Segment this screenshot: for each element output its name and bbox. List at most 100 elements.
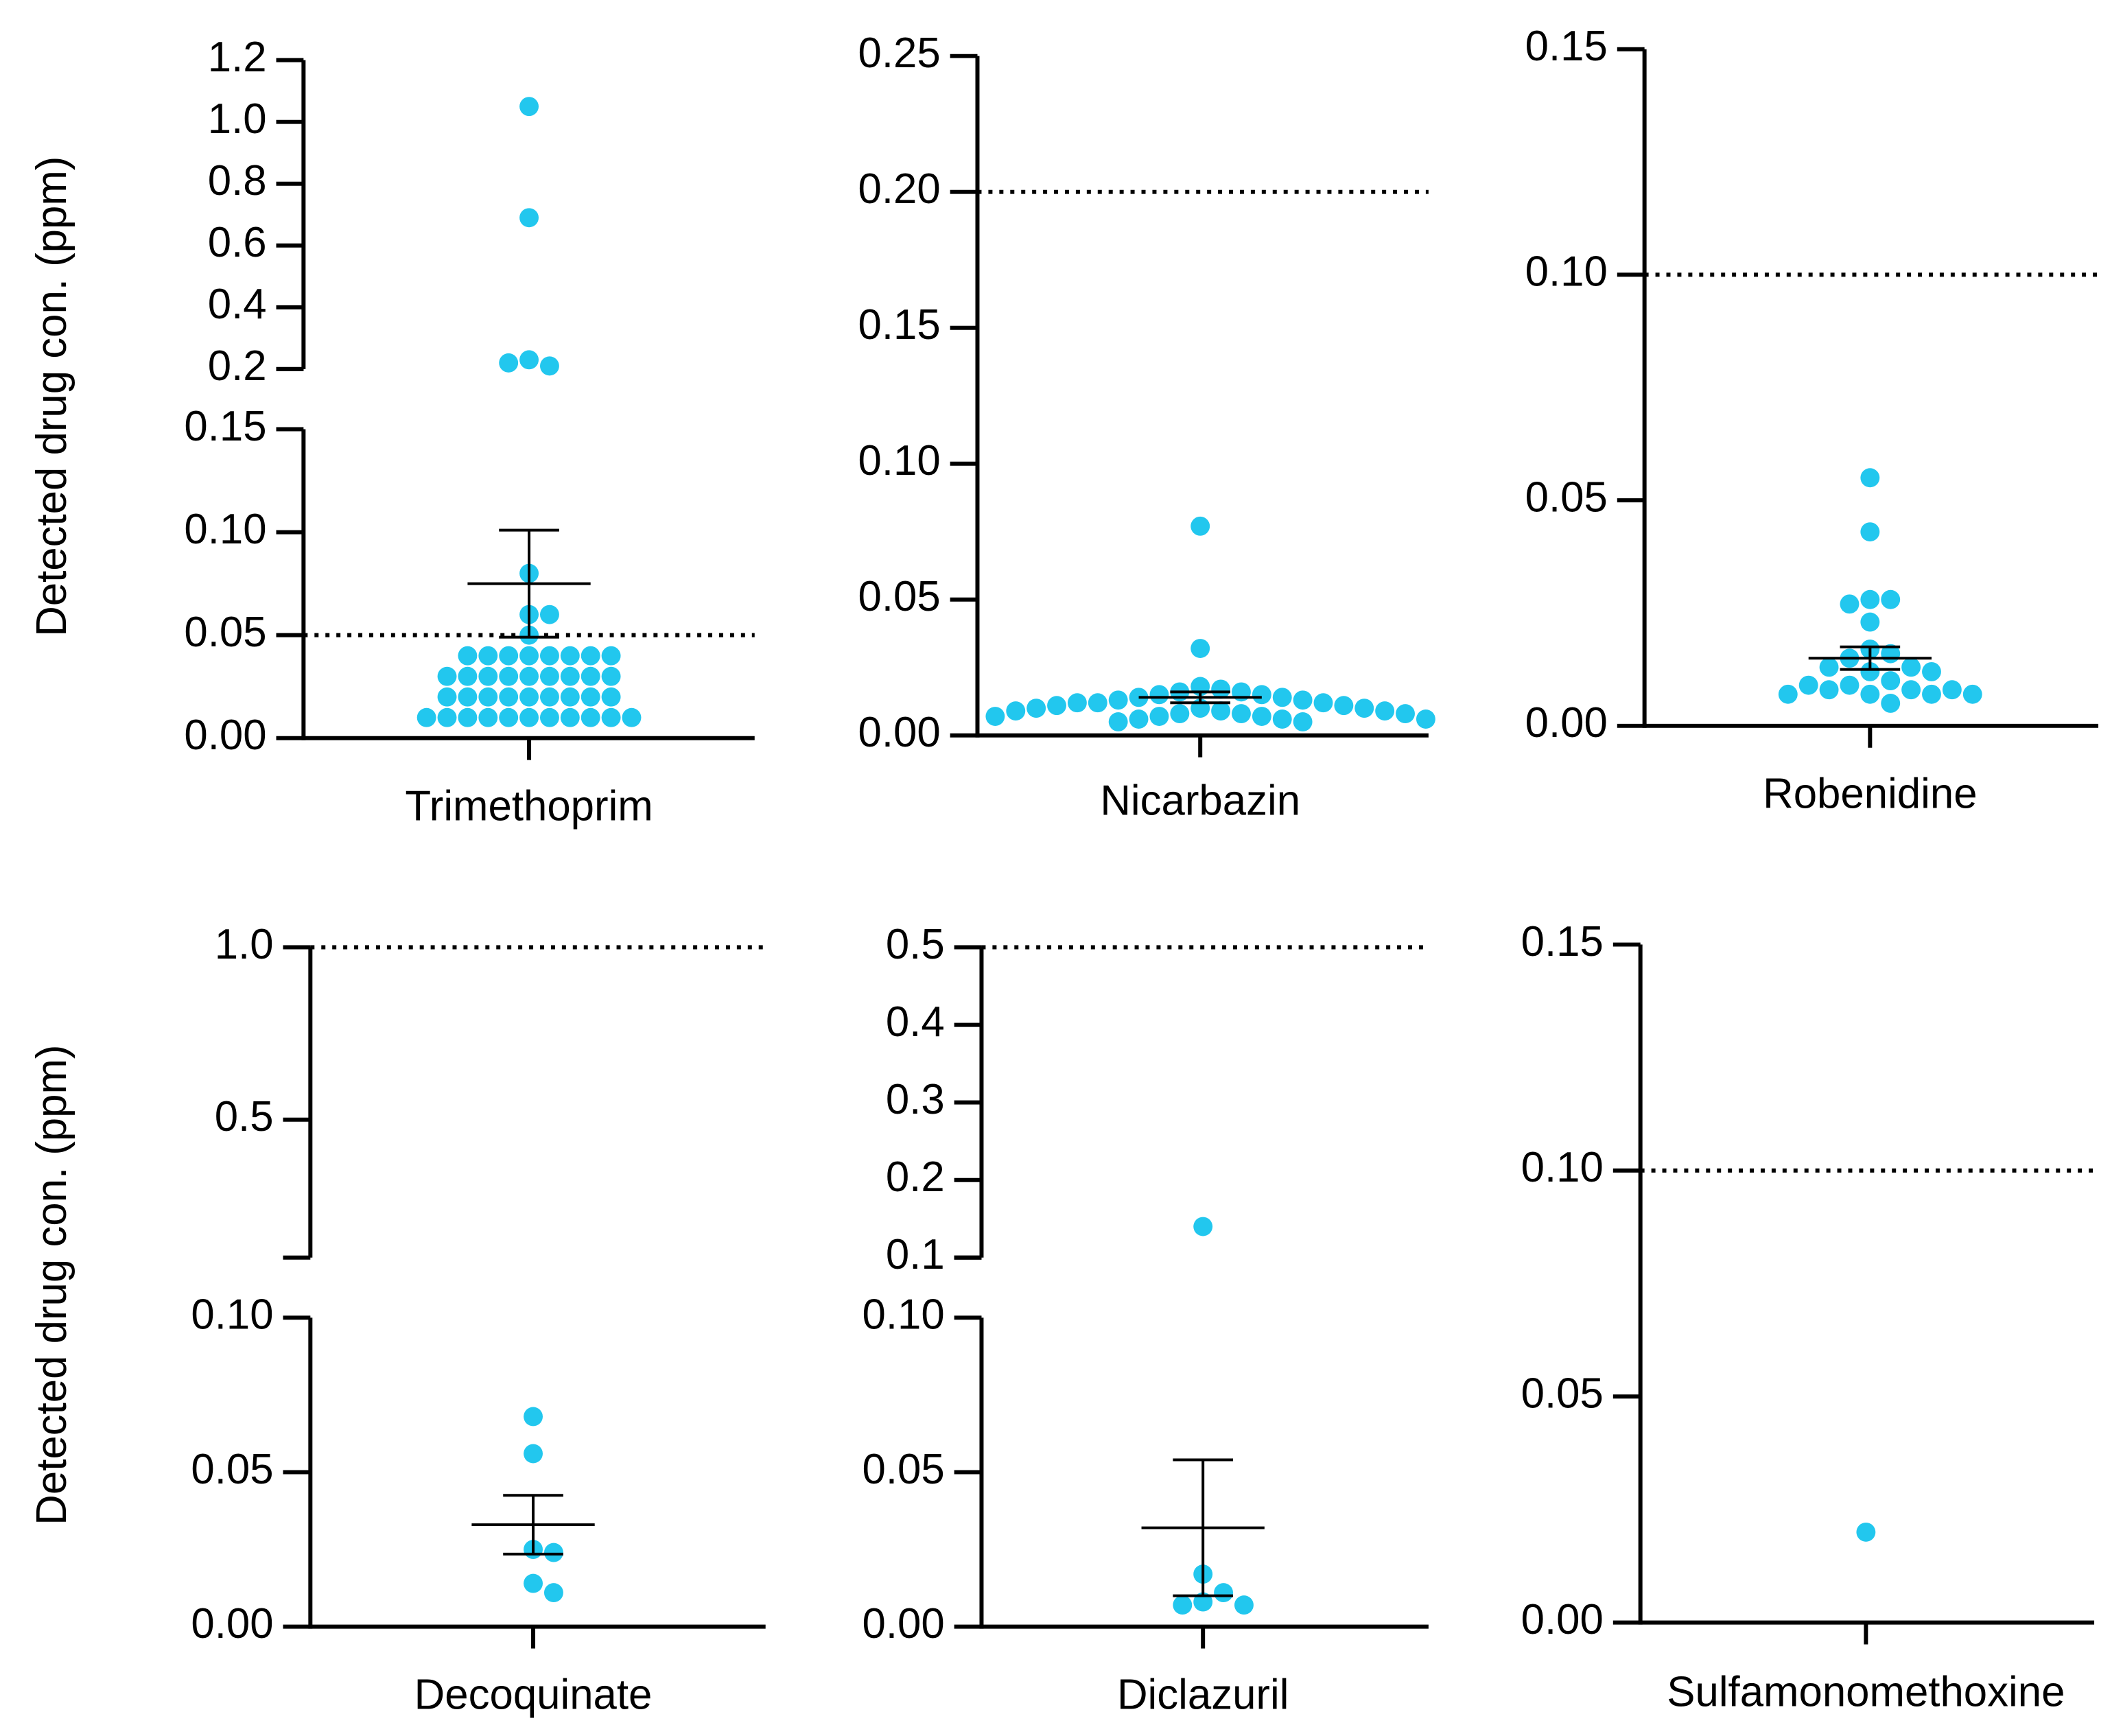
y-tick-label: 0.8 (208, 157, 267, 204)
data-point (1067, 693, 1087, 713)
data-point (437, 687, 457, 707)
data-point (499, 666, 519, 686)
y-tick-label: 0.10 (1525, 248, 1608, 296)
category-label: Decoquinate (414, 1672, 653, 1719)
y-tick-label: 0.6 (208, 219, 267, 266)
data-point (601, 666, 621, 686)
data-point (417, 707, 436, 727)
data-point (499, 353, 519, 373)
data-point (601, 707, 621, 727)
y-axis-title: Detected drug con. (ppm) (28, 156, 75, 637)
data-point (499, 707, 519, 727)
data-point (1396, 704, 1415, 724)
data-point (519, 208, 539, 228)
data-point (1214, 1583, 1234, 1603)
data-point (601, 646, 621, 666)
data-point (437, 707, 457, 727)
y-tick-label: 0.05 (1521, 1370, 1604, 1418)
y-tick-label: 0.10 (1521, 1144, 1604, 1191)
data-point (1942, 680, 1962, 700)
y-tick-label: 0.3 (886, 1076, 945, 1123)
data-point (458, 707, 478, 727)
y-tick-label: 0.1 (886, 1231, 945, 1278)
y-tick-label: 0.05 (184, 609, 266, 656)
y-tick-label: 0.00 (862, 1600, 944, 1647)
data-point (1881, 694, 1901, 713)
data-point (1108, 712, 1128, 731)
y-tick-label: 0.15 (1525, 23, 1608, 70)
data-point (1798, 675, 1818, 695)
y-tick-label: 0.00 (1521, 1596, 1604, 1643)
data-point (519, 646, 539, 666)
data-point (1819, 680, 1839, 700)
data-point (1860, 612, 1880, 632)
data-point (1272, 709, 1292, 729)
data-point (478, 666, 498, 686)
data-point (1840, 675, 1860, 695)
category-label: Nicarbazin (1100, 777, 1300, 825)
data-point (1293, 712, 1313, 731)
data-point (499, 646, 519, 666)
data-point (1860, 522, 1880, 542)
y-tick-label: 0.20 (858, 165, 941, 213)
data-point (543, 1543, 563, 1562)
y-tick-label: 0.2 (208, 342, 267, 390)
data-point (1170, 704, 1190, 724)
data-point (1778, 684, 1798, 704)
data-point (524, 1407, 543, 1427)
data-point (458, 646, 478, 666)
y-tick-label: 0.05 (858, 573, 941, 620)
data-point (1860, 468, 1880, 488)
data-point (1173, 1595, 1193, 1615)
data-point (1922, 684, 1941, 704)
y-tick-label: 1.0 (215, 921, 274, 968)
data-point (560, 646, 580, 666)
data-point (1232, 704, 1251, 724)
data-point (560, 687, 580, 707)
data-point (1334, 696, 1354, 716)
y-tick-label: 0.10 (862, 1291, 944, 1339)
data-point (1190, 639, 1210, 658)
y-tick-label: 0.15 (1521, 918, 1604, 965)
data-point (1922, 661, 1941, 681)
data-point (458, 666, 478, 686)
data-point (1293, 690, 1313, 710)
y-tick-label: 0.10 (858, 437, 941, 484)
y-tick-label: 0.00 (191, 1600, 273, 1647)
data-point (1881, 589, 1901, 609)
data-point (580, 707, 600, 727)
y-tick-label: 0.5 (886, 921, 945, 968)
data-point (1129, 709, 1149, 729)
data-point (560, 666, 580, 686)
data-point (985, 707, 1005, 726)
data-point (543, 1583, 563, 1603)
data-point (1272, 688, 1292, 707)
category-label: Diclazuril (1117, 1672, 1289, 1719)
y-tick-label: 0.00 (858, 709, 941, 756)
y-tick-label: 0.15 (184, 403, 266, 450)
data-point (1047, 696, 1066, 716)
data-point (1416, 709, 1435, 729)
data-point (540, 605, 559, 624)
data-point (1088, 693, 1107, 713)
data-point (540, 356, 559, 376)
y-tick-label: 0.05 (862, 1446, 944, 1493)
data-point (1193, 1217, 1213, 1236)
data-point (622, 707, 642, 727)
category-label: Robenidine (1763, 771, 1977, 818)
data-point (540, 646, 559, 666)
data-point (458, 687, 478, 707)
data-point (1149, 707, 1169, 726)
y-tick-label: 0.05 (1525, 473, 1608, 521)
data-point (580, 666, 600, 686)
data-point (1901, 680, 1921, 700)
y-tick-label: 0.4 (208, 281, 267, 328)
y-tick-label: 1.0 (208, 95, 267, 143)
data-point (1962, 684, 1982, 704)
data-point (519, 350, 539, 370)
data-point (1190, 516, 1210, 536)
data-point (1211, 679, 1231, 699)
data-point (478, 646, 498, 666)
y-tick-label: 0.15 (858, 301, 941, 349)
data-point (478, 687, 498, 707)
